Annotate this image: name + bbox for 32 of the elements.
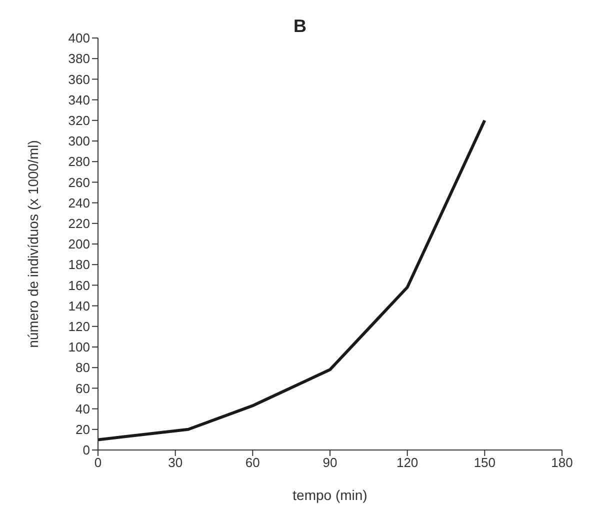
x-tick-label: 60 bbox=[245, 455, 260, 470]
y-tick-label: 320 bbox=[68, 113, 90, 128]
x-tick-label: 180 bbox=[551, 455, 573, 470]
y-tick-label: 340 bbox=[68, 92, 90, 108]
y-tick-label: 300 bbox=[68, 134, 90, 149]
y-tick-label: 20 bbox=[76, 422, 90, 438]
y-tick-label: 380 bbox=[68, 51, 90, 66]
y-tick-label: 140 bbox=[68, 298, 90, 314]
y-tick-label: 360 bbox=[68, 72, 90, 87]
x-tick-label: 30 bbox=[168, 455, 183, 470]
y-tick-label: 260 bbox=[68, 174, 90, 190]
y-tick-label: 60 bbox=[76, 380, 90, 396]
y-tick-label: 100 bbox=[68, 340, 90, 355]
x-tick-label: 120 bbox=[396, 455, 418, 470]
y-tick-label: 280 bbox=[68, 154, 90, 170]
chart-title: B bbox=[294, 16, 306, 36]
y-tick-label: 240 bbox=[68, 195, 90, 210]
x-axis-title: tempo (min) bbox=[292, 487, 368, 503]
x-tick-label: 90 bbox=[322, 455, 338, 470]
y-axis-title: número de indivíduos (x 1000/ml) bbox=[24, 140, 41, 348]
y-tick-label: 400 bbox=[68, 30, 90, 46]
y-tick-label: 160 bbox=[68, 278, 90, 293]
y-tick-label: 80 bbox=[76, 360, 90, 376]
x-tick-label: 0 bbox=[94, 455, 102, 470]
y-tick-label: 0 bbox=[82, 442, 90, 458]
y-tick-label: 180 bbox=[68, 257, 90, 272]
y-tick-label: 220 bbox=[68, 216, 90, 232]
y-tick-label: 200 bbox=[68, 236, 90, 252]
line-series bbox=[98, 118, 486, 442]
y-tick-label: 120 bbox=[68, 319, 90, 334]
y-tick-label: 40 bbox=[76, 401, 90, 416]
x-tick-label: 150 bbox=[474, 455, 496, 470]
